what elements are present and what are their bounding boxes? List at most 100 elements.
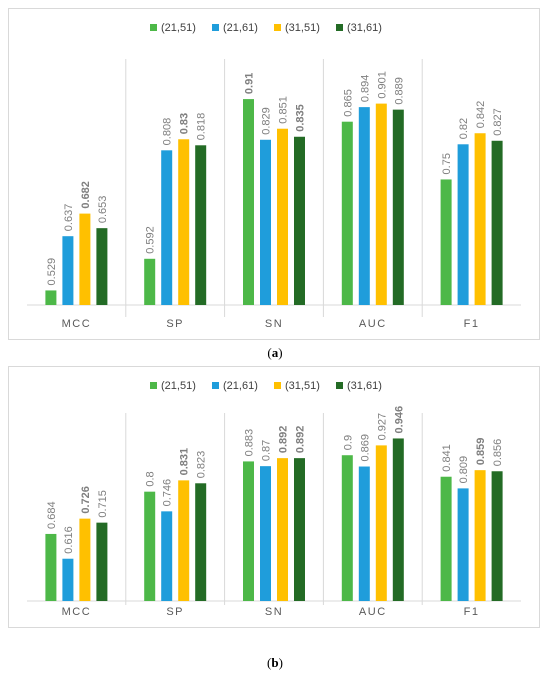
legend-marker-1 bbox=[212, 24, 219, 31]
bar bbox=[161, 511, 173, 601]
data-label: 0.684 bbox=[46, 501, 58, 529]
caption-a-letter: a bbox=[271, 345, 279, 360]
data-label: 0.892 bbox=[278, 426, 290, 454]
data-label: 0.829 bbox=[261, 107, 273, 135]
bar bbox=[358, 107, 370, 305]
legend-marker-2 bbox=[274, 382, 281, 389]
bar bbox=[341, 455, 353, 601]
data-label: 0.653 bbox=[97, 196, 109, 224]
legend-label-1: (21,61) bbox=[223, 22, 258, 34]
legend-marker-0 bbox=[150, 24, 157, 31]
bar bbox=[195, 483, 207, 601]
data-label: 0.883 bbox=[244, 429, 256, 457]
category-label: F1 bbox=[464, 318, 480, 330]
data-label: 0.726 bbox=[80, 486, 92, 514]
data-label: 0.83 bbox=[179, 113, 191, 134]
bar bbox=[243, 461, 254, 601]
data-label: 0.746 bbox=[162, 479, 174, 507]
bar bbox=[294, 136, 305, 305]
legend-label-3: (31,61) bbox=[347, 380, 382, 392]
data-label: 0.823 bbox=[196, 451, 208, 479]
legend-label-1: (21,61) bbox=[223, 380, 258, 392]
bar-chart-a: (21,51) (21,61) (31,51) (31,61) 0.529 0.637 0.… bbox=[27, 22, 521, 330]
bar bbox=[392, 109, 404, 305]
legend-marker-3 bbox=[336, 24, 343, 31]
caption-b-open: ( bbox=[267, 655, 272, 670]
data-label: 0.927 bbox=[376, 413, 388, 441]
legend-label-3: (31,61) bbox=[347, 22, 382, 34]
chart-panel-b: (21,51) (21,61) (31,51) (31,61) 0.684 0.616 0.… bbox=[8, 366, 540, 628]
category-label: SP bbox=[166, 318, 184, 330]
bar bbox=[392, 438, 404, 601]
bar bbox=[260, 139, 271, 305]
category-label: MCC bbox=[62, 606, 92, 618]
data-label: 0.682 bbox=[80, 181, 92, 209]
category-label: AUC bbox=[359, 606, 387, 618]
legend-marker-3 bbox=[336, 382, 343, 389]
bar bbox=[474, 470, 486, 601]
bar bbox=[178, 139, 190, 305]
category-label: SP bbox=[166, 606, 184, 618]
bar bbox=[161, 150, 173, 305]
data-label: 0.901 bbox=[376, 71, 388, 99]
data-label: 0.946 bbox=[393, 406, 405, 434]
category-label: AUC bbox=[359, 318, 387, 330]
bar bbox=[277, 128, 288, 305]
bar bbox=[79, 213, 91, 305]
legend-label-0: (21,51) bbox=[161, 380, 196, 392]
bar bbox=[440, 179, 452, 305]
data-label: 0.835 bbox=[295, 104, 307, 132]
data-label: 0.818 bbox=[196, 113, 208, 141]
category-label: SN bbox=[265, 318, 283, 330]
bar bbox=[45, 290, 57, 305]
category-label: SN bbox=[265, 606, 283, 618]
legend-label-2: (31,51) bbox=[285, 380, 320, 392]
chart-panel-a: (21,51) (21,61) (31,51) (31,61) 0.529 0.637 0.… bbox=[8, 8, 540, 340]
bar bbox=[358, 466, 370, 601]
data-label: 0.715 bbox=[97, 490, 109, 518]
data-label: 0.9 bbox=[342, 435, 354, 450]
bar bbox=[144, 491, 156, 601]
bar bbox=[243, 99, 254, 305]
bar bbox=[62, 558, 74, 601]
data-label: 0.808 bbox=[162, 118, 174, 146]
caption-b-close: ) bbox=[278, 655, 283, 670]
legend-marker-0 bbox=[150, 382, 157, 389]
bar bbox=[144, 258, 156, 305]
caption-a-open: ( bbox=[267, 345, 272, 360]
bar-chart-b: (21,51) (21,61) (31,51) (31,61) 0.684 0.616 0.… bbox=[27, 380, 521, 618]
bar bbox=[341, 121, 353, 305]
bar bbox=[62, 236, 74, 305]
category-label: MCC bbox=[62, 318, 92, 330]
data-label: 0.8 bbox=[145, 471, 157, 486]
data-label: 0.87 bbox=[261, 440, 273, 461]
data-label: 0.809 bbox=[458, 456, 470, 484]
legend-label-2: (31,51) bbox=[285, 22, 320, 34]
data-label: 0.859 bbox=[475, 438, 487, 466]
data-label: 0.637 bbox=[63, 204, 75, 232]
bar bbox=[79, 518, 91, 601]
legend-label-0: (21,51) bbox=[161, 22, 196, 34]
caption-a: (a) bbox=[0, 345, 550, 361]
bar bbox=[457, 144, 469, 305]
caption-a-close: ) bbox=[278, 345, 283, 360]
data-label: 0.889 bbox=[393, 77, 405, 105]
data-label: 0.831 bbox=[179, 448, 191, 476]
legend-marker-1 bbox=[212, 382, 219, 389]
data-label: 0.91 bbox=[244, 73, 256, 94]
bar bbox=[45, 533, 57, 601]
bar bbox=[440, 476, 452, 601]
bar bbox=[260, 466, 271, 601]
bar bbox=[277, 458, 288, 601]
data-label: 0.856 bbox=[492, 439, 504, 467]
legend-marker-2 bbox=[274, 24, 281, 31]
data-label: 0.82 bbox=[458, 118, 470, 139]
bar bbox=[491, 140, 503, 305]
data-label: 0.894 bbox=[359, 75, 371, 103]
data-label: 0.529 bbox=[46, 258, 58, 286]
data-label: 0.616 bbox=[63, 526, 75, 554]
bar bbox=[375, 103, 387, 305]
data-label: 0.842 bbox=[475, 101, 487, 129]
category-label: F1 bbox=[464, 606, 480, 618]
data-label: 0.851 bbox=[278, 96, 290, 124]
